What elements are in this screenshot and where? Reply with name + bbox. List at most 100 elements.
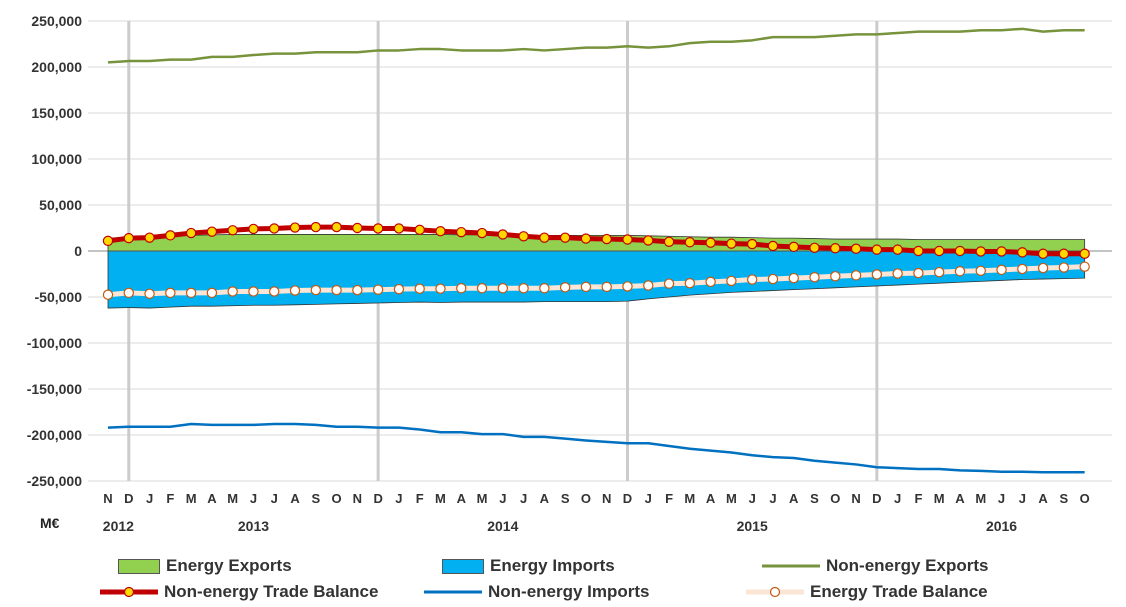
marker-energy-trade-balance bbox=[165, 287, 176, 299]
x-month-label: J bbox=[271, 491, 278, 506]
marker-non-energy-trade-balance bbox=[913, 245, 924, 257]
x-month-label: J bbox=[769, 491, 776, 506]
marker-energy-trade-balance bbox=[476, 283, 488, 294]
marker-energy-trade-balance bbox=[850, 270, 862, 281]
marker-energy-trade-balance bbox=[559, 282, 571, 293]
marker-non-energy-trade-balance bbox=[456, 226, 467, 238]
x-month-label: F bbox=[914, 491, 922, 506]
x-year-label: 2015 bbox=[737, 518, 768, 534]
marker-energy-trade-balance bbox=[497, 283, 509, 294]
marker-energy-trade-balance bbox=[227, 286, 238, 297]
x-month-label: S bbox=[1060, 491, 1069, 506]
marker-non-energy-trade-balance bbox=[892, 244, 903, 255]
x-month-label: D bbox=[124, 491, 133, 506]
marker-non-energy-trade-balance bbox=[580, 233, 592, 244]
x-month-label: M bbox=[477, 491, 488, 506]
marker-non-energy-trade-balance bbox=[850, 243, 862, 254]
x-month-label: A bbox=[1038, 491, 1048, 506]
marker-energy-trade-balance bbox=[123, 287, 134, 299]
marker-energy-trade-balance bbox=[331, 284, 342, 296]
marker-non-energy-trade-balance bbox=[684, 237, 696, 248]
marker-non-energy-trade-balance bbox=[996, 246, 1007, 257]
marker-energy-trade-balance bbox=[206, 287, 218, 299]
x-month-label: D bbox=[373, 491, 382, 506]
marker-non-energy-trade-balance bbox=[726, 238, 737, 249]
x-year-label: 2014 bbox=[487, 518, 518, 534]
marker-non-energy-trade-balance bbox=[289, 222, 301, 233]
marker-energy-trade-balance bbox=[580, 281, 592, 293]
legend-item-non-energy-imports: Non-energy Imports bbox=[424, 581, 650, 603]
x-year-label: 2013 bbox=[238, 518, 269, 534]
marker-non-energy-trade-balance bbox=[497, 229, 509, 240]
marker-non-energy-trade-balance bbox=[352, 222, 363, 234]
marker-energy-trade-balance bbox=[102, 289, 114, 300]
marker-non-energy-trade-balance bbox=[414, 224, 425, 236]
x-month-label: F bbox=[166, 491, 174, 506]
marker-energy-trade-balance bbox=[601, 281, 612, 293]
marker-non-energy-trade-balance bbox=[559, 232, 571, 243]
marker-non-energy-trade-balance bbox=[310, 221, 321, 233]
x-month-label: J bbox=[1019, 491, 1026, 506]
marker-energy-trade-balance bbox=[643, 280, 654, 291]
legend-label-non-energy-exports: Non-energy Exports bbox=[826, 556, 989, 575]
marker-energy-trade-balance bbox=[684, 278, 696, 289]
marker-non-energy-trade-balance bbox=[144, 232, 155, 243]
x-month-label: M bbox=[726, 491, 737, 506]
legend-label-non-energy-imports: Non-energy Imports bbox=[488, 582, 650, 601]
y-tick-label: -100,000 bbox=[27, 335, 82, 351]
marker-energy-trade-balance bbox=[975, 265, 986, 276]
x-month-label: O bbox=[581, 491, 591, 506]
marker-energy-trade-balance bbox=[746, 274, 758, 285]
marker-non-energy-trade-balance bbox=[1017, 247, 1028, 258]
x-month-label: S bbox=[561, 491, 570, 506]
marker-energy-trade-balance bbox=[809, 272, 820, 283]
y-tick-label: -250,000 bbox=[27, 473, 82, 489]
marker-non-energy-trade-balance bbox=[663, 236, 675, 247]
marker-non-energy-trade-balance bbox=[331, 221, 342, 233]
marker-energy-trade-balance bbox=[767, 273, 779, 285]
y-tick-label: 150,000 bbox=[31, 105, 82, 121]
marker-non-energy-trade-balance bbox=[601, 233, 612, 245]
legend-swatch-energy-imports bbox=[442, 558, 484, 574]
x-month-label: J bbox=[520, 491, 527, 506]
marker-energy-trade-balance bbox=[539, 283, 550, 294]
legend-item-energy-exports: Energy Exports bbox=[118, 555, 292, 577]
x-month-label: J bbox=[998, 491, 1005, 506]
x-month-label: D bbox=[872, 491, 881, 506]
legend-swatch-energy-exports bbox=[118, 558, 160, 574]
x-month-label: A bbox=[706, 491, 716, 506]
legend-item-non-energy-exports: Non-energy Exports bbox=[762, 555, 988, 577]
marker-energy-trade-balance bbox=[1058, 262, 1070, 273]
chart-legend: Energy Exports Energy Imports Non-energy… bbox=[0, 555, 1126, 605]
marker-non-energy-trade-balance bbox=[1079, 248, 1090, 259]
marker-non-energy-trade-balance bbox=[372, 223, 384, 234]
marker-energy-trade-balance bbox=[1017, 263, 1028, 275]
marker-non-energy-trade-balance bbox=[622, 234, 633, 245]
x-month-label: J bbox=[749, 491, 756, 506]
x-month-label: N bbox=[602, 491, 611, 506]
marker-non-energy-trade-balance bbox=[1037, 248, 1049, 259]
marker-non-energy-trade-balance bbox=[539, 232, 550, 243]
marker-energy-trade-balance bbox=[1037, 262, 1049, 274]
legend-swatch-non-energy-imports bbox=[424, 590, 482, 594]
marker-energy-trade-balance bbox=[1079, 261, 1090, 272]
y-tick-label: -50,000 bbox=[35, 289, 83, 305]
legend-label-energy-exports: Energy Exports bbox=[166, 556, 292, 575]
marker-energy-trade-balance bbox=[185, 287, 197, 299]
x-axis-year-labels: 2012 2013 2014 2015 2016 bbox=[103, 518, 1018, 534]
marker-non-energy-trade-balance bbox=[788, 241, 799, 253]
x-month-label: S bbox=[311, 491, 320, 506]
x-month-label: M bbox=[227, 491, 238, 506]
x-month-label: A bbox=[789, 491, 799, 506]
marker-energy-trade-balance bbox=[310, 284, 321, 296]
y-tick-label: 250,000 bbox=[31, 13, 82, 29]
legend-label-energy-trade-balance: Energy Trade Balance bbox=[810, 582, 988, 601]
line-non-energy-exports bbox=[107, 27, 1085, 64]
legend-label-non-energy-trade-balance: Non-energy Trade Balance bbox=[164, 582, 379, 601]
marker-energy-trade-balance bbox=[705, 276, 716, 288]
x-year-label: 2016 bbox=[986, 518, 1017, 534]
marker-non-energy-trade-balance bbox=[435, 226, 446, 237]
x-month-label: M bbox=[975, 491, 986, 506]
marker-energy-trade-balance bbox=[289, 285, 301, 296]
marker-non-energy-trade-balance bbox=[871, 244, 883, 255]
